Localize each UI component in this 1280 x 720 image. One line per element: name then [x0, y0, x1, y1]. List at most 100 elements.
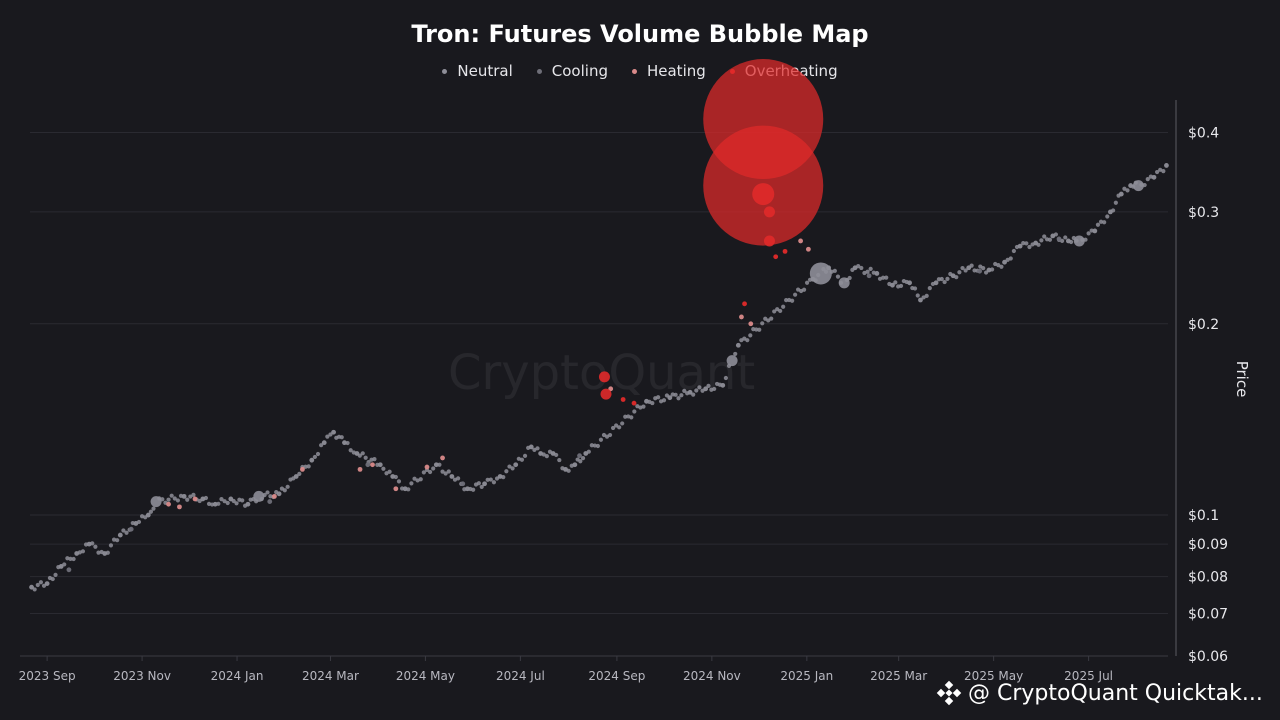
trajectory-dot — [1047, 237, 1053, 242]
trajectory-dot — [682, 388, 687, 393]
trajectory-dot — [124, 530, 129, 535]
data-point-neutral — [966, 265, 972, 271]
data-point-neutral — [253, 490, 265, 502]
x-tick-label: 2024 Jul — [496, 669, 545, 683]
y-tick-label: $0.09 — [1188, 537, 1228, 553]
trajectory-dot — [446, 469, 451, 474]
legend-item-heating[interactable]: Heating — [631, 62, 706, 80]
footer-text: @ CryptoQuant Quicktak... — [968, 680, 1263, 706]
trajectory-dot — [312, 454, 317, 460]
data-point-neutral — [145, 512, 151, 518]
trajectory-dot — [485, 477, 490, 482]
trajectory-dot — [111, 537, 117, 542]
trajectory-dot — [175, 498, 180, 503]
trajectory-dot — [939, 276, 944, 282]
data-point-neutral — [1107, 209, 1113, 215]
trajectory-dot — [166, 497, 171, 502]
trajectory-dot — [1024, 241, 1029, 246]
trajectory-dot — [960, 265, 965, 271]
data-point-neutral — [583, 451, 589, 456]
data-point-heating — [370, 462, 375, 468]
trajectory-dot — [598, 437, 604, 442]
trajectory-dot — [694, 388, 699, 393]
trajectory-dot — [723, 375, 728, 381]
trajectory-dot — [614, 423, 619, 428]
legend-label: Neutral — [457, 62, 513, 80]
trajectory-dot — [898, 283, 904, 289]
data-point-neutral — [29, 584, 34, 590]
legend-item-cooling[interactable]: Cooling — [536, 62, 608, 80]
trajectory-dot — [491, 480, 497, 485]
trajectory-dot — [412, 476, 417, 481]
data-point-neutral — [1164, 163, 1169, 168]
y-tick-label: $0.1 — [1188, 508, 1219, 524]
data-point-neutral — [950, 273, 956, 279]
data-point-overheating — [742, 301, 747, 307]
trajectory-dot — [650, 400, 655, 406]
trajectory-dot — [620, 421, 625, 426]
data-point-heating — [748, 321, 754, 327]
trajectory-dot — [172, 496, 177, 501]
trajectory-dot — [778, 308, 783, 314]
data-point-neutral — [644, 398, 649, 404]
data-point-neutral — [1118, 191, 1124, 197]
x-tick-label: 2025 Mar — [870, 669, 927, 683]
trajectory-dot — [679, 393, 684, 398]
trajectory-dot — [766, 318, 771, 323]
data-point-neutral — [331, 429, 336, 435]
trajectory-dot — [488, 477, 493, 482]
trajectory-dot — [772, 309, 777, 314]
trajectory-dot — [754, 327, 759, 332]
legend-item-neutral[interactable]: Neutral — [442, 62, 513, 80]
trajectory-dot — [1086, 231, 1091, 236]
trajectory-dot — [676, 396, 681, 401]
data-point-cooling — [460, 481, 466, 487]
data-point-neutral — [117, 532, 123, 538]
data-point-neutral — [563, 466, 568, 472]
legend-label: Cooling — [551, 62, 608, 80]
trajectory-dot — [801, 287, 807, 292]
trajectory-dot — [471, 487, 476, 492]
trajectory-dot — [623, 414, 628, 419]
trajectory-dot — [535, 446, 540, 451]
data-point-neutral — [150, 496, 162, 508]
data-point-neutral — [1128, 183, 1134, 188]
trajectory-dot — [348, 448, 353, 453]
data-point-neutral — [86, 541, 92, 547]
data-point-neutral — [1151, 174, 1157, 180]
trajectory-dot — [912, 286, 918, 291]
trajectory-dot — [121, 528, 126, 533]
data-point-cooling — [365, 462, 371, 468]
trajectory-dot — [38, 580, 43, 585]
trajectory-dot — [360, 451, 365, 456]
data-point-heating — [805, 246, 811, 252]
trajectory-dot — [589, 443, 594, 448]
data-point-neutral — [986, 267, 992, 273]
data-point-cooling — [66, 567, 72, 573]
trajectory-dot — [372, 457, 377, 462]
chart-title: Tron: Futures Volume Bubble Map — [411, 20, 869, 48]
data-point-cooling — [267, 499, 273, 504]
data-point-neutral — [228, 496, 234, 502]
trajectory-dot — [93, 544, 98, 549]
trajectory-dot — [1027, 244, 1032, 250]
trajectory-dot — [1161, 169, 1166, 174]
data-point-overheating — [782, 248, 788, 254]
data-point-neutral — [890, 282, 895, 288]
trajectory-dot — [632, 409, 637, 414]
data-point-neutral — [726, 355, 738, 367]
trajectory-dot — [580, 455, 586, 461]
trajectory-dot — [282, 488, 287, 493]
data-point-neutral — [200, 496, 206, 502]
trajectory-dot — [1095, 222, 1101, 227]
trajectory-dot — [1098, 219, 1104, 224]
trajectory-dot — [409, 481, 414, 486]
x-tick-label: 2025 Jan — [780, 669, 833, 683]
data-point-neutral — [667, 395, 673, 401]
trajectory-dot — [319, 443, 324, 448]
trajectory-dot — [387, 469, 392, 474]
trajectory-dot — [847, 275, 852, 281]
trajectory-dot — [35, 582, 40, 588]
trajectory-dot — [617, 425, 622, 430]
